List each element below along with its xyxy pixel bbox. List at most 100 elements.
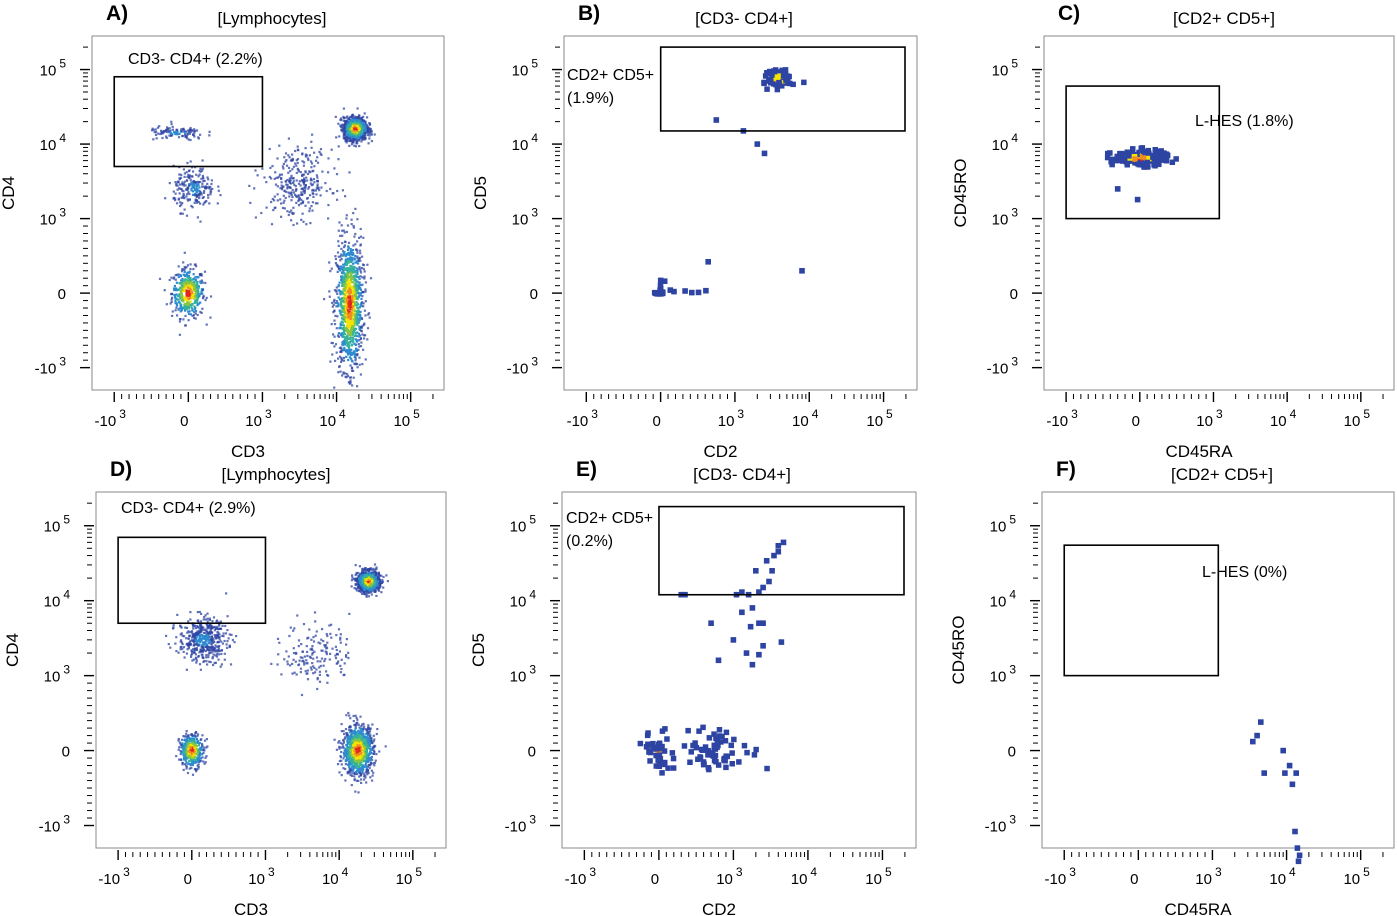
data-point: [265, 206, 268, 209]
data-point: [329, 270, 332, 273]
data-point: [301, 173, 304, 176]
data-point: [177, 288, 180, 291]
data-point: [192, 314, 195, 317]
data-point: [367, 142, 370, 145]
data-point: [353, 334, 357, 337]
data-point: [347, 313, 350, 316]
data-point: [199, 301, 202, 304]
data-point: [358, 119, 361, 122]
data-point: [358, 266, 361, 269]
data-point: [195, 745, 198, 748]
data-point: [353, 772, 356, 775]
data-point: [357, 131, 360, 134]
data-point: [345, 311, 348, 314]
data-point: [348, 310, 351, 313]
data-point: [195, 199, 198, 202]
data-point: [352, 303, 355, 306]
data-point: [270, 177, 273, 180]
data-point: [196, 195, 199, 198]
data-point: [365, 123, 368, 126]
data-point: [351, 300, 354, 304]
data-point: [209, 316, 212, 319]
data-point: [163, 289, 166, 292]
data-point: [356, 268, 359, 271]
data-point: [186, 264, 189, 267]
data-point: [343, 737, 346, 740]
data-point: [189, 300, 192, 303]
data-point: [359, 304, 362, 307]
data-point: [350, 127, 353, 130]
data-point: [194, 188, 198, 191]
data-point: [369, 277, 373, 280]
data-point: [269, 166, 272, 169]
data-point: [171, 310, 174, 313]
data-point: [356, 290, 359, 293]
data-point: [360, 297, 363, 300]
data-point: [359, 259, 362, 262]
data-point: [345, 137, 348, 140]
data-point: [367, 754, 370, 757]
data-point: [352, 765, 355, 768]
data-point: [348, 296, 351, 299]
data-point: [180, 130, 184, 133]
data-point: [199, 167, 202, 170]
data-point: [342, 254, 345, 257]
data-point: [271, 197, 274, 201]
data-point: [368, 766, 371, 770]
data-point: [301, 193, 304, 196]
data-point: [351, 135, 354, 138]
data-point: [370, 140, 373, 143]
data-point: [344, 195, 347, 198]
data-point: [364, 300, 367, 303]
data-point: [276, 157, 279, 160]
data-point: [185, 765, 188, 768]
data-point: [350, 734, 353, 737]
data-point: [349, 329, 353, 332]
data-point: [341, 242, 344, 245]
x-tick-label: 10 5: [866, 407, 893, 430]
data-point: [355, 766, 358, 769]
data-point: [294, 189, 297, 192]
data-point: [288, 211, 291, 214]
data-point: [355, 349, 358, 353]
data-point: [353, 753, 357, 757]
data-point: [211, 187, 214, 191]
data-point: [350, 732, 354, 735]
data-point: [185, 292, 188, 295]
data-point: [346, 285, 349, 288]
data-point: [330, 323, 333, 326]
data-point: [368, 316, 371, 319]
data-point: [352, 262, 355, 265]
data-point: [361, 290, 364, 294]
data-point: [364, 288, 367, 291]
data-point: [344, 329, 347, 332]
data-point: [174, 299, 177, 302]
data-point: [362, 752, 365, 755]
data-point: [195, 300, 199, 303]
data-point: [1130, 146, 1136, 152]
data-point: [347, 711, 350, 715]
data-point: [357, 262, 360, 265]
data-point: [296, 222, 299, 225]
gate-label: CD3- CD4+ (2.2%): [128, 51, 263, 68]
data-point: [165, 135, 168, 138]
data-point: [188, 198, 191, 201]
data-point: [347, 251, 350, 254]
data-point: [360, 772, 363, 775]
data-point: [296, 145, 299, 148]
gate-box: [659, 46, 906, 132]
data-point: [349, 268, 352, 271]
data-point: [204, 185, 208, 188]
data-point: [292, 165, 295, 168]
data-point: [357, 311, 360, 314]
data-point: [339, 322, 342, 325]
data-point: [355, 773, 359, 776]
data-point: [193, 311, 196, 314]
data-point: [348, 326, 351, 329]
data-point: [191, 763, 194, 766]
data-point: [343, 294, 346, 297]
data-point: [190, 745, 193, 748]
data-point: [312, 189, 315, 192]
data-point: [351, 277, 354, 280]
data-point: [180, 292, 183, 295]
